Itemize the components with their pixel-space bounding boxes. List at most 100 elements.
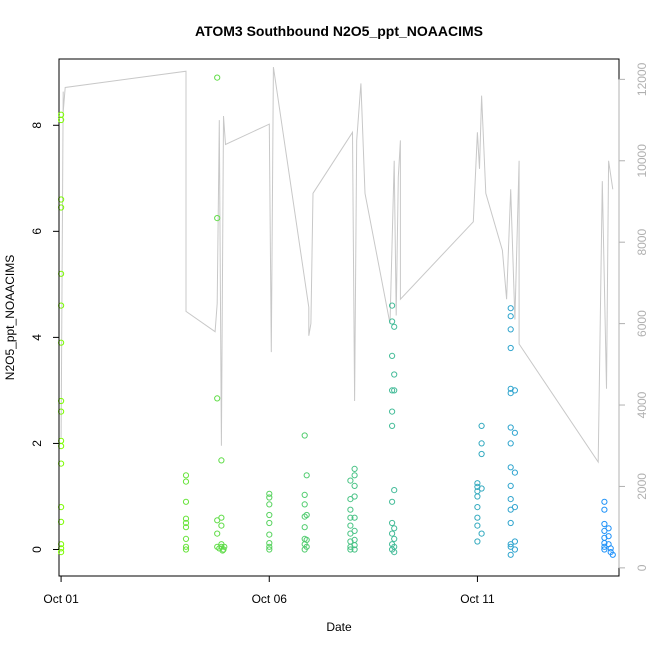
data-point [474,538,481,545]
data-point [182,478,190,485]
data-point [266,540,273,547]
data-point [266,543,273,550]
data-point [218,457,225,464]
data-point [389,302,396,309]
data-point [351,527,358,535]
data-point [303,511,310,519]
data-point [511,538,519,545]
data-point [182,472,190,479]
data-point [301,524,308,531]
data-point [605,533,612,540]
data-point [266,546,273,553]
data-point [351,472,358,479]
point-series [58,74,616,558]
data-point [214,215,221,222]
data-point [478,422,485,429]
data-point [507,482,514,489]
data-point [474,480,481,487]
data-point [601,540,608,547]
data-point [389,318,396,325]
data-point [391,487,398,494]
data-point [347,506,354,513]
data-point [182,515,190,522]
data-point [391,323,398,330]
data-point [609,551,616,558]
data-point [507,344,514,352]
data-point [301,432,308,439]
data-point [351,514,358,521]
y2-tick-label: 2000 [635,473,649,500]
y2-tick-label: 10000 [635,144,649,178]
data-point [218,514,225,521]
data-point [474,514,481,521]
data-point [182,519,190,527]
x-tick-label: Oct 11 [460,592,495,606]
data-point [266,531,273,538]
data-point [351,465,358,472]
y-axis-label: N2O5_ppt_NOAACIMS [3,255,17,380]
data-point [507,551,514,558]
y-tick-label: 8 [30,122,44,129]
y2-tick-label: 8000 [635,229,649,256]
data-point [351,542,358,549]
axes: Oct 01 Oct 06 Oct 11 0 2 4 6 8 0 2000 4000 6000 8000… [30,62,649,606]
data-point [347,514,354,521]
data-point [389,352,396,359]
y-tick-label: 0 [30,546,44,553]
y2-tick-label: 0 [635,564,649,571]
x-tick-label: Oct 01 [43,592,79,606]
data-point [507,541,514,548]
data-point [391,371,398,378]
data-point [182,535,190,543]
data-point [347,522,354,529]
data-point [601,520,608,528]
data-point [507,543,514,550]
data-point [607,545,614,552]
data-point [507,424,514,431]
data-point [391,549,398,556]
data-point [301,491,308,498]
data-point [601,506,608,513]
data-point [351,493,358,500]
data-point [218,522,225,529]
data-point [389,498,396,505]
data-point [182,543,190,550]
y2-tick-label: 6000 [635,310,649,337]
data-point [347,477,354,484]
data-point [182,498,190,505]
data-point [266,490,273,497]
data-point [391,525,398,532]
data-point [507,390,514,397]
data-point [219,547,226,554]
x-axis-label: Date [326,620,352,634]
data-point [474,493,481,500]
data-point [266,511,273,519]
data-point [605,525,612,532]
x-tick-label: Oct 06 [252,592,288,606]
series-line [60,67,614,464]
data-point [507,519,514,527]
data-point [303,536,310,544]
data-point [478,450,485,458]
data-point [511,469,519,476]
data-point [389,387,396,394]
data-point [511,504,519,511]
data-point [511,546,519,553]
data-point [389,422,396,429]
y-tick-label: 6 [30,228,44,235]
data-point [266,519,273,527]
data-point [266,501,273,508]
data-point [478,440,485,447]
data-point [507,313,514,320]
data-point [389,530,396,537]
data-point [58,549,65,556]
data-point [214,395,221,402]
data-point [214,530,221,537]
data-point [391,387,398,394]
data-point [474,504,481,511]
y2-tick-label: 12000 [635,62,649,96]
data-point [507,464,514,471]
y-tick-label: 4 [30,334,44,341]
data-point [478,530,485,537]
data-point [214,74,221,81]
